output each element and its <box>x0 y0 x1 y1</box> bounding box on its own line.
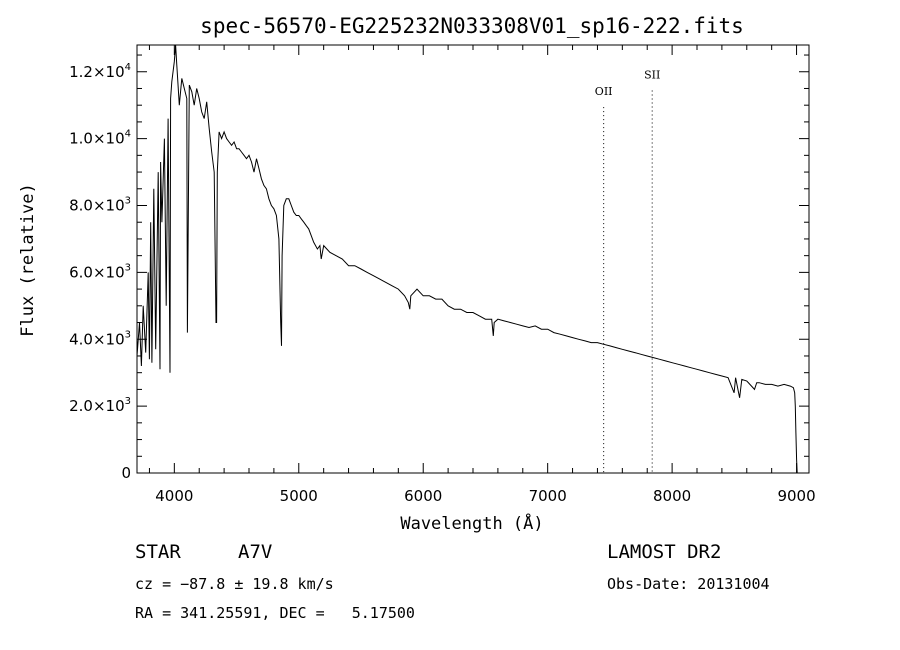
x-tick-label: 8000 <box>653 487 691 505</box>
y-tick-label: 6.0×103 <box>69 262 131 281</box>
annotation-label: OII <box>595 85 613 98</box>
plot-frame <box>136 44 810 474</box>
redshift-cz: cz = −87.8 ± 19.8 km/s <box>135 575 334 593</box>
spectral-subclass: A7V <box>238 541 273 563</box>
chart-title: spec-56570-EG225232N033308V01_sp16-222.f… <box>200 14 744 38</box>
y-tick-label: 1.0×104 <box>69 129 131 148</box>
x-tick-label: 6000 <box>404 487 442 505</box>
x-axis-label: Wavelength (Å) <box>400 512 543 534</box>
x-tick-label: 7000 <box>529 487 567 505</box>
x-tick-label: 4000 <box>155 487 193 505</box>
x-tick-label: 5000 <box>280 487 318 505</box>
annotation-label: SII <box>644 68 660 81</box>
y-tick-label: 1.2×104 <box>69 62 131 81</box>
ra-dec: RA = 341.25591, DEC = 5.17500 <box>135 604 415 622</box>
y-tick-label: 4.0×103 <box>69 329 131 348</box>
y-tick-label: 2.0×103 <box>69 396 131 415</box>
survey-name: LAMOST DR2 <box>607 541 722 563</box>
x-tick-label: 9000 <box>777 487 815 505</box>
y-axis-ticks: 0 2.0×103 4.0×103 6.0×103 8.0×103 1.0×104 1.2×… <box>69 54 809 482</box>
y-tick-label: 8.0×103 <box>69 196 131 215</box>
y-tick-label: 0 <box>121 464 131 482</box>
line-annotations: OII SII <box>595 68 660 473</box>
object-class: STAR <box>135 541 181 563</box>
y-axis-label: Flux (relative) <box>18 183 38 337</box>
x-axis-ticks: 4000 5000 6000 7000 8000 9000 <box>148 45 816 505</box>
obs-date: Obs-Date: 20131004 <box>607 575 770 593</box>
spectrum-series-line <box>136 44 798 474</box>
